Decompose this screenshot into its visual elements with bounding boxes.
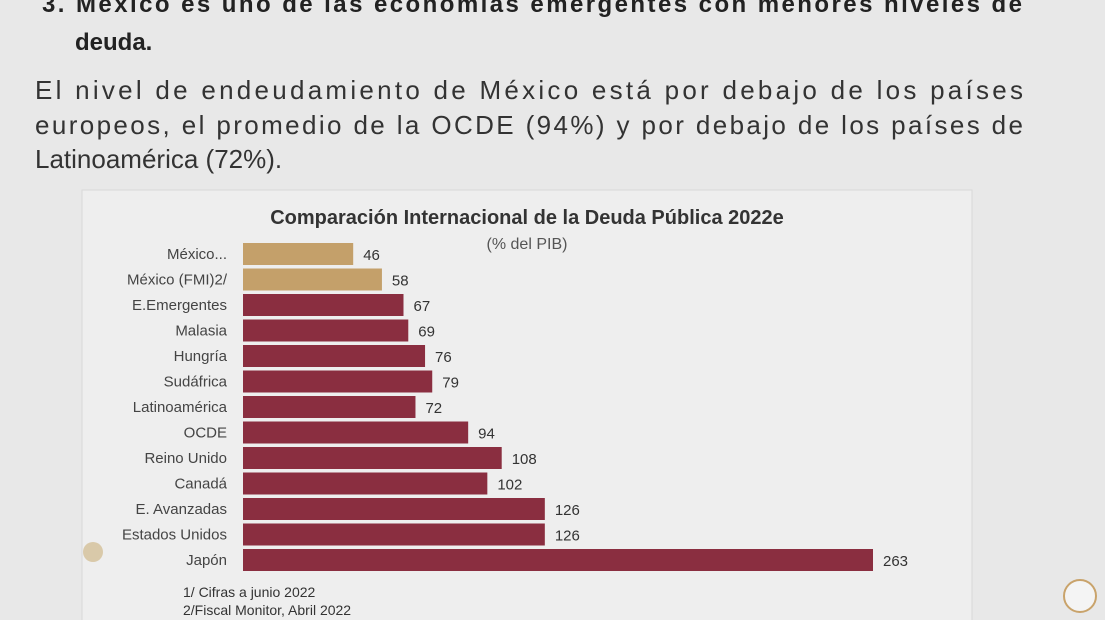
bar (243, 319, 409, 342)
y-tick-label: Latinoamérica (133, 399, 228, 416)
chart-title: Comparación Internacional de la Deuda Pú… (270, 207, 784, 229)
value-label: 263 (883, 553, 908, 570)
value-label: 58 (392, 273, 409, 290)
chart-subtitle: (% del PIB) (487, 236, 568, 253)
value-label: 108 (512, 451, 537, 468)
paragraph-line: europeos, el promedio de la OCDE (94%) y… (35, 110, 1023, 140)
y-tick-label: Sudáfrica (164, 374, 228, 391)
y-tick-label: E. Avanzadas (136, 501, 227, 518)
y-tick-label: OCDE (184, 425, 227, 442)
logo (1063, 579, 1097, 613)
value-label: 126 (555, 502, 580, 519)
y-tick-label: Reino Unido (144, 450, 227, 467)
y-tick-label: Canadá (174, 476, 227, 493)
value-label: 67 (413, 298, 430, 315)
bar (243, 243, 354, 265)
y-tick-label: Malasia (175, 323, 227, 340)
y-tick-label: México (FMI)2/ (127, 272, 228, 289)
footnote: 2/Fiscal Monitor, Abril 2022 (183, 602, 351, 618)
bar (243, 549, 873, 571)
bar (243, 523, 545, 546)
bar (243, 345, 426, 367)
bar (243, 294, 404, 316)
heading-line: 3. México es uno de las economías emerge… (42, 0, 1022, 18)
heading-line: deuda. (75, 29, 152, 56)
y-tick-label: Hungría (174, 348, 228, 365)
bar (243, 472, 488, 495)
bar (243, 421, 469, 444)
footnote: 1/ Cifras a junio 2022 (183, 584, 316, 600)
value-label: 102 (497, 477, 522, 494)
value-label: 72 (425, 400, 442, 417)
logo (83, 542, 103, 562)
bar (243, 447, 502, 469)
value-label: 94 (478, 426, 495, 443)
paragraph-line: Latinoamérica (72%). (35, 144, 282, 174)
value-label: 46 (363, 247, 380, 264)
y-tick-label: Japón (186, 552, 227, 569)
value-label: 69 (418, 324, 435, 341)
bar (243, 370, 433, 393)
y-tick-label: Estados Unidos (122, 527, 227, 544)
y-tick-label: E.Emergentes (132, 297, 227, 314)
bar (243, 268, 382, 291)
bar (243, 498, 545, 520)
y-tick-label: México... (167, 246, 227, 263)
chart-panel (81, 189, 973, 620)
value-label: 76 (435, 349, 452, 366)
value-label: 126 (555, 528, 580, 545)
value-label: 79 (442, 375, 459, 392)
bar (243, 396, 416, 418)
